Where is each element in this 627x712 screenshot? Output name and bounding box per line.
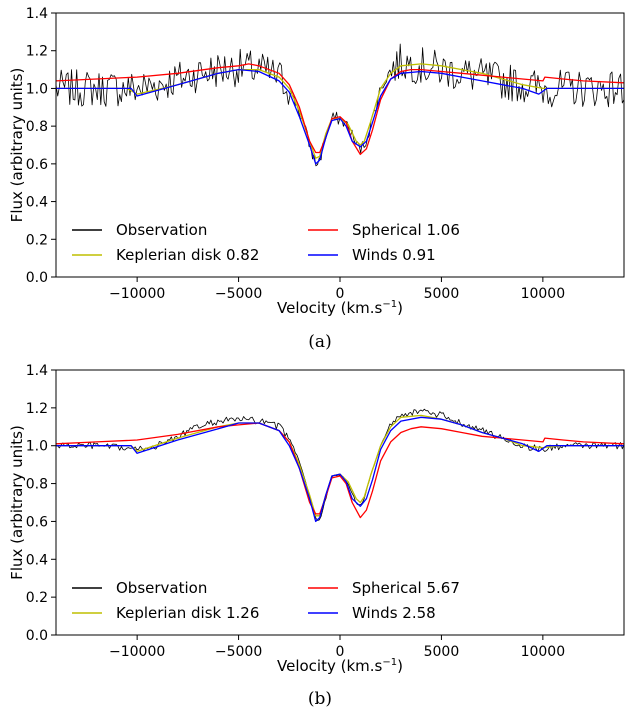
y-tick-label: 1.2	[26, 44, 48, 60]
chart-panel-b: −10000 −5000 0 5000 10000 0.0 0.2 0.4 0.6 0.8 1.0 1…	[8, 363, 625, 709]
series-line-winds	[56, 68, 624, 165]
y-tick-label: 0.8	[26, 477, 48, 493]
legend-entry: Observation	[116, 579, 207, 597]
series-line-keplerian-disk	[56, 414, 624, 517]
y-tick-label: 0.8	[26, 119, 48, 135]
y-tick-label: 1.4	[26, 6, 48, 22]
legend-entry: Observation	[116, 221, 207, 239]
y-tick-label: 0.4	[26, 552, 48, 568]
legend-entry: Winds 2.58	[352, 604, 436, 622]
chart-panel-a: −10000 −5000 0 5000 10000 0.0 0.2 0.4 0.6 0.8 1.0 1…	[8, 6, 625, 352]
y-tick-label: 1.4	[26, 363, 48, 379]
x-tick-label: 10000	[521, 644, 566, 660]
x-tick-label: −5000	[215, 644, 262, 660]
legend-entry: Keplerian disk 1.26	[116, 604, 259, 622]
y-axis-label: Flux (arbitrary units)	[8, 425, 26, 580]
series-line-spherical	[56, 63, 624, 156]
y-tick-label: 0.2	[26, 232, 48, 248]
x-tick-label: 5000	[424, 286, 460, 302]
legend: Observation Keplerian disk 1.26 Spherical …	[72, 579, 460, 622]
x-axis-label: Velocity (km.s−1)	[277, 299, 403, 317]
x-tick-label: −5000	[215, 286, 262, 302]
y-axis-label: Flux (arbitrary units)	[8, 68, 26, 223]
y-tick-label: 0.2	[26, 590, 48, 606]
panel-caption: (b)	[308, 689, 332, 709]
y-tick-label: 0.6	[26, 157, 48, 173]
y-tick-label: 1.2	[26, 401, 48, 417]
panel-caption: (a)	[308, 332, 331, 352]
series-lines	[56, 408, 624, 523]
x-tick-label: 5000	[424, 644, 460, 660]
y-tick-label: 1.0	[26, 81, 48, 97]
x-axis-label: Velocity (km.s−1)	[277, 657, 403, 675]
legend-entry: Spherical 1.06	[352, 221, 460, 239]
x-tick-label: 10000	[521, 286, 566, 302]
series-line-winds	[56, 416, 624, 523]
x-tick-label: 0	[336, 644, 345, 660]
y-tick-label: 0.0	[26, 270, 48, 286]
x-tick-label: −10000	[109, 644, 165, 660]
legend-entry: Winds 0.91	[352, 246, 436, 264]
series-lines	[56, 43, 624, 167]
y-tick-label: 0.4	[26, 195, 48, 211]
x-tick-label: −10000	[109, 286, 165, 302]
series-line-observation	[56, 408, 624, 521]
y-tick-label: 0.0	[26, 628, 48, 644]
legend-entry: Spherical 5.67	[352, 579, 460, 597]
legend: Observation Keplerian disk 0.82 Spherical …	[72, 221, 460, 264]
x-tick-label: 0	[336, 286, 345, 302]
series-line-spherical	[56, 422, 624, 519]
series-line-observation	[56, 43, 624, 167]
legend-entry: Keplerian disk 0.82	[116, 246, 259, 264]
series-line-keplerian-disk	[56, 63, 624, 159]
y-tick-label: 0.6	[26, 514, 48, 530]
y-tick-label: 1.0	[26, 439, 48, 455]
